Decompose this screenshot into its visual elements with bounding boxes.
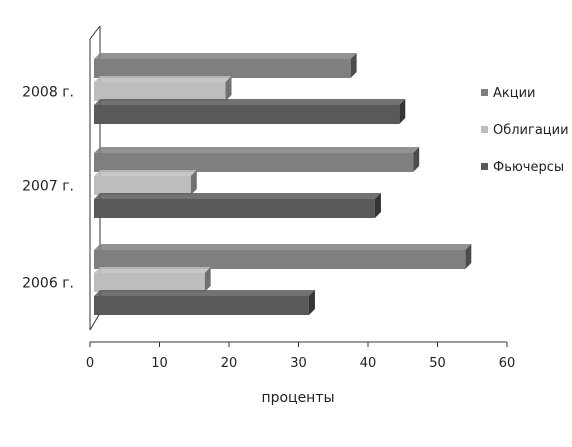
top-depth-edge bbox=[89, 25, 101, 40]
bar-top-face bbox=[94, 267, 211, 273]
bar-top-face bbox=[94, 170, 197, 176]
bar-side-face bbox=[399, 99, 406, 124]
bar bbox=[94, 199, 375, 218]
x-axis-ticks: 0 10 20 30 40 50 60 bbox=[86, 342, 515, 371]
bar-top-face bbox=[94, 76, 232, 82]
bar-top-face bbox=[94, 290, 315, 296]
bar-top-face bbox=[94, 193, 381, 199]
x-axis-title: проценты bbox=[261, 390, 334, 406]
bar-side-face bbox=[204, 267, 211, 292]
bar bbox=[94, 153, 414, 172]
x-tick-label: 20 bbox=[221, 356, 238, 371]
category-label: 2007 г. bbox=[22, 179, 74, 195]
legend-label-stocks: Акции bbox=[493, 86, 536, 101]
bar-top-face bbox=[94, 99, 406, 105]
bar-side-face bbox=[190, 170, 197, 195]
bar-top-face bbox=[94, 244, 472, 250]
bar bbox=[94, 82, 226, 101]
legend-label-futures: Фьючерсы bbox=[493, 160, 564, 175]
x-tick-label: 60 bbox=[499, 356, 516, 371]
bar-side-face bbox=[374, 193, 381, 218]
category-label: 2006 г. bbox=[22, 276, 74, 292]
bar-top-face bbox=[94, 147, 420, 153]
legend-label-bonds: Облигации bbox=[493, 123, 569, 138]
legend-swatch-stocks bbox=[481, 89, 488, 96]
bar bbox=[94, 176, 191, 195]
x-tick-label: 0 bbox=[86, 356, 94, 371]
bar-side-face bbox=[465, 244, 472, 269]
bar-side-face bbox=[350, 53, 357, 78]
bottom-depth-edge bbox=[89, 312, 101, 331]
bar bbox=[94, 296, 309, 315]
bar-side-face bbox=[225, 76, 232, 101]
legend-swatch-bonds bbox=[481, 126, 488, 133]
x-tick-label: 40 bbox=[360, 356, 377, 371]
bar-side-face bbox=[413, 147, 420, 172]
legend-swatch-futures bbox=[481, 163, 488, 170]
bar bbox=[94, 59, 351, 78]
x-tick-label: 10 bbox=[151, 356, 168, 371]
x-tick-label: 50 bbox=[429, 356, 446, 371]
bar bbox=[94, 250, 466, 269]
x-tick-label: 30 bbox=[290, 356, 307, 371]
category-labels: 2006 г. 2007 г. 2008 г. bbox=[22, 85, 74, 292]
bar bbox=[94, 273, 205, 292]
bar-top-face bbox=[94, 53, 357, 59]
bars-group bbox=[94, 53, 472, 315]
bar bbox=[94, 105, 400, 124]
bar-side-face bbox=[308, 290, 315, 315]
category-label: 2008 г. bbox=[22, 85, 74, 101]
legend: Акции Облигации Фьючерсы bbox=[481, 86, 569, 175]
